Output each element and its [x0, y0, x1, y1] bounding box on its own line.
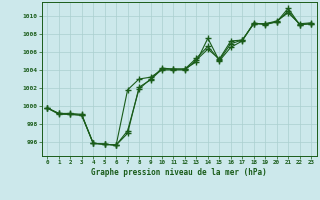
X-axis label: Graphe pression niveau de la mer (hPa): Graphe pression niveau de la mer (hPa)	[91, 168, 267, 177]
